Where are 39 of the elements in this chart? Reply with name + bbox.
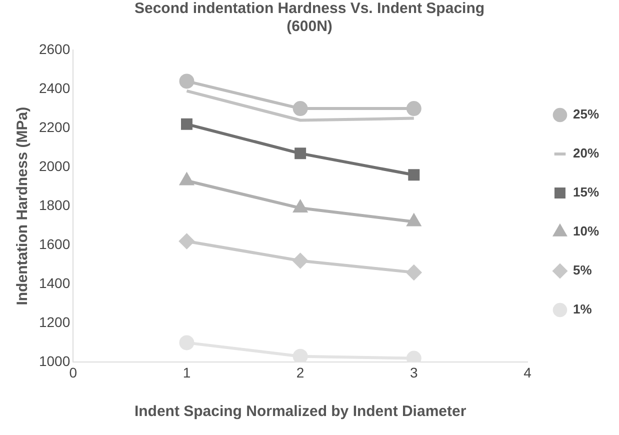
- legend-label: 15%: [572, 184, 600, 200]
- point: [292, 348, 308, 362]
- x-tick-label: 3: [410, 364, 418, 380]
- x-tick-label: 4: [524, 364, 532, 380]
- x-tick-label: 0: [69, 364, 78, 380]
- y-tick-label: 2000: [38, 158, 70, 174]
- y-tick-label: 1800: [38, 196, 70, 213]
- point: [180, 118, 192, 130]
- y-tick-label: 2600: [38, 40, 70, 57]
- legend-label: 25%: [572, 106, 600, 122]
- y-tick-label: 1000: [38, 353, 70, 370]
- point: [292, 101, 308, 116]
- point: [406, 350, 422, 362]
- point: [294, 148, 306, 160]
- y-tick-label: 2400: [38, 80, 70, 96]
- point: [406, 101, 422, 116]
- x-axis-title: Indent Spacing Normalized by Indent Diameter: [134, 403, 466, 420]
- point: [406, 264, 422, 280]
- point: [179, 234, 194, 249]
- text: Second indentation Hardness Vs. Indent Spacing: [134, 0, 485, 18]
- y-tick-label: 2200: [38, 118, 70, 135]
- x-tick-label: 1: [182, 364, 191, 380]
- point: [180, 173, 194, 186]
- y-tick-label: 1400: [38, 275, 70, 292]
- y-axis-title: Indentation Hardness (MPa): [14, 106, 32, 306]
- legend-label: 10%: [572, 224, 600, 239]
- legend-label: 1%: [572, 302, 592, 317]
- x-tick-label: 2: [296, 364, 304, 380]
- point: [179, 335, 194, 350]
- y-tick-label: 1200: [38, 314, 70, 330]
- y-tick-label: 1600: [38, 236, 70, 252]
- legend-label: 20%: [572, 146, 600, 161]
- point: [179, 74, 194, 89]
- point: [292, 253, 308, 268]
- point: [408, 169, 420, 181]
- text: (600N): [286, 18, 332, 36]
- point: [407, 214, 421, 226]
- point: [294, 200, 308, 213]
- legend-label: 5%: [572, 262, 592, 278]
